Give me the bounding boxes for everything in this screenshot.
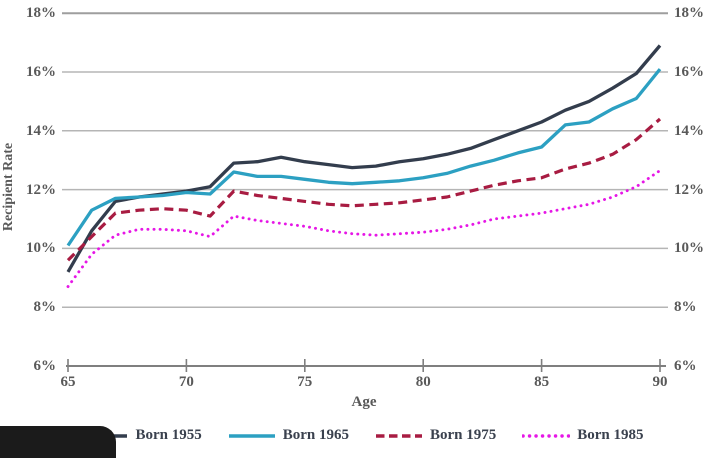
x-axis-label-80: 80 — [415, 374, 431, 390]
y-axis-label-right-12: 12% — [674, 181, 704, 198]
corner-overlay-shape — [0, 426, 116, 458]
y-axis-label-right-8: 8% — [674, 299, 697, 316]
y-axis-label-right-18: 18% — [674, 5, 704, 22]
legend-line-dashed-red-icon — [376, 433, 422, 438]
series-line-born-1985 — [66, 169, 662, 289]
legend-line-solid-teal-icon — [228, 433, 275, 438]
series-line-born-1965 — [66, 68, 662, 247]
y-axis-label-right-14: 14% — [674, 122, 704, 139]
legend-label: Born 1975 — [430, 427, 497, 443]
legend-label: Born 1985 — [577, 427, 644, 443]
y-axis-label-right-16: 16% — [674, 64, 704, 80]
y-axis-label-left-8: 8% — [33, 299, 57, 316]
y-axis-label-right-6: 6% — [674, 358, 697, 374]
y-axis-label-left-6: 6% — [33, 358, 57, 374]
series-line-born-1975 — [66, 117, 662, 262]
x-axis-title: Age — [351, 394, 377, 410]
y-axis-label-left-10: 10% — [26, 240, 56, 257]
y-axis-label-right-10: 10% — [674, 240, 704, 257]
x-axis-label-75: 75 — [297, 374, 313, 390]
x-axis-label-85: 85 — [534, 374, 550, 390]
legend-item-born-1985: Born 1985 — [522, 427, 644, 444]
legend-item-born-1975: Born 1975 — [375, 427, 496, 444]
y-axis-label-left-18: 18% — [26, 5, 56, 22]
x-axis-label-90: 90 — [652, 374, 668, 390]
x-axis-label-65: 65 — [60, 374, 76, 390]
series-line-born-1955 — [66, 44, 662, 273]
legend-line-dotted-magenta-icon — [522, 433, 571, 438]
legend-label: Born 1965 — [282, 427, 349, 443]
y-axis-label-left-14: 14% — [26, 122, 56, 139]
y-axis-label-left-12: 12% — [26, 181, 56, 198]
x-axis-label-70: 70 — [178, 374, 194, 390]
legend-item-born-1965: Born 1965 — [228, 427, 349, 444]
y-axis-label-left-16: 16% — [26, 64, 56, 80]
legend-label: Born 1955 — [135, 427, 202, 443]
